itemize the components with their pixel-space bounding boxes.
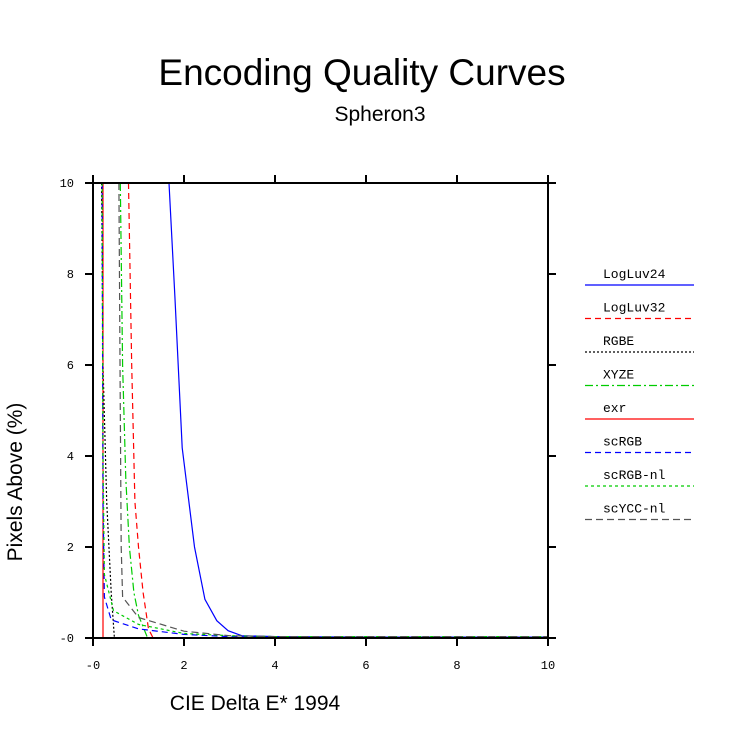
x-tick-label: 4: [271, 659, 278, 673]
series-line-scrgb-nl: [101, 182, 548, 638]
y-tick-label: -0: [60, 632, 74, 646]
series-layer: [101, 182, 548, 639]
x-tick-label: 10: [541, 659, 555, 673]
series-line-scrgb: [101, 182, 548, 638]
series-line-scycc-nl: [118, 182, 548, 638]
legend-label: scRGB: [603, 435, 642, 450]
legend-item-rgbe: RGBE: [585, 334, 694, 353]
x-tick-label: 6: [362, 659, 369, 673]
chart-title: Encoding Quality Curves: [158, 52, 565, 93]
legend-label: RGBE: [603, 334, 634, 349]
series-line-xyze: [119, 182, 548, 639]
y-tick-label: 2: [67, 541, 74, 555]
legend-item-scrgb-nl: scRGB-nl: [585, 468, 694, 487]
legend-label: scYCC-nl: [603, 502, 666, 517]
legend-item-logluv24: LogLuv24: [585, 267, 694, 286]
legend-label: LogLuv32: [603, 301, 665, 316]
series-line-logluv24: [168, 182, 548, 638]
y-axis-label: Pixels Above (%): [4, 403, 27, 562]
y-tick-label: 10: [60, 177, 74, 191]
legend-label: XYZE: [603, 368, 634, 383]
plot-frame: [92, 182, 549, 639]
legend-item-exr: exr: [585, 401, 694, 420]
x-tick-label: -0: [86, 659, 100, 673]
y-tick-label: 8: [67, 268, 74, 282]
series-line-logluv32: [127, 182, 548, 639]
x-axis-label: CIE Delta E* 1994: [170, 692, 341, 715]
legend-item-scrgb: scRGB: [585, 435, 694, 454]
legend-label: exr: [603, 401, 626, 416]
tick-layer: -0 2 4 6 8 10 -0 2 4 6 8 10: [60, 175, 556, 673]
series-line-exr: [102, 183, 548, 639]
y-tick-label: 4: [67, 450, 74, 464]
legend-item-scycc-nl: scYCC-nl: [585, 502, 694, 521]
x-tick-label: 8: [453, 659, 460, 673]
legend-label: LogLuv24: [603, 267, 666, 282]
x-tick-label: 2: [180, 659, 187, 673]
series-line-rgbe: [101, 182, 548, 639]
legend-item-xyze: XYZE: [585, 368, 694, 387]
legend-label: scRGB-nl: [603, 468, 666, 483]
legend: LogLuv24 LogLuv32 RGBE XYZE exr scRGB scRGB-nl…: [585, 267, 694, 521]
chart-subtitle: Spheron3: [334, 103, 425, 126]
legend-item-logluv32: LogLuv32: [585, 301, 694, 320]
y-tick-label: 6: [67, 359, 74, 373]
